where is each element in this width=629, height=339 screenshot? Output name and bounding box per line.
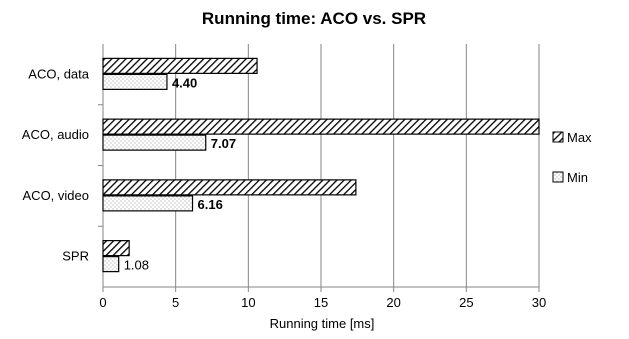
legend-entry: Min xyxy=(567,170,588,185)
gridlines xyxy=(175,44,540,287)
x-tick-label: 20 xyxy=(386,295,400,310)
bar-min xyxy=(102,134,207,151)
data-label: 7.07 xyxy=(211,136,236,151)
bar-min xyxy=(102,195,194,212)
x-axis-label: Running time [ms] xyxy=(270,316,375,331)
data-label: 4.40 xyxy=(172,75,197,90)
legend-swatch xyxy=(552,171,564,183)
x-tick-label: 10 xyxy=(241,295,255,310)
bar-min xyxy=(102,73,168,90)
legend: Max Min xyxy=(552,130,592,185)
bars xyxy=(102,57,540,273)
category-label: ACO, video xyxy=(23,188,89,203)
bar-min xyxy=(102,256,120,273)
bar-max xyxy=(102,240,130,257)
legend-swatch xyxy=(552,131,564,143)
chart-title: Running time: ACO vs. SPR xyxy=(202,9,426,28)
category-labels: ACO, data ACO, audio ACO, video SPR xyxy=(22,66,90,263)
data-label: 1.08 xyxy=(124,258,149,273)
x-tick-label: 30 xyxy=(532,295,546,310)
x-tick-label: 0 xyxy=(99,295,106,310)
category-label: ACO, data xyxy=(28,66,89,81)
x-tick-labels: 0 5 10 15 20 25 30 xyxy=(99,295,546,310)
x-tick-label: 5 xyxy=(172,295,179,310)
bar-max xyxy=(102,118,540,135)
data-label: 6.16 xyxy=(198,197,223,212)
bar-max xyxy=(102,179,357,196)
bar-max xyxy=(102,57,258,74)
data-labels: 4.40 7.07 6.16 1.08 xyxy=(124,75,236,272)
legend-entry: Max xyxy=(567,130,592,145)
x-tick-label: 25 xyxy=(459,295,473,310)
x-tick-label: 15 xyxy=(314,295,328,310)
category-label: SPR xyxy=(62,249,89,264)
category-label: ACO, audio xyxy=(22,127,89,142)
